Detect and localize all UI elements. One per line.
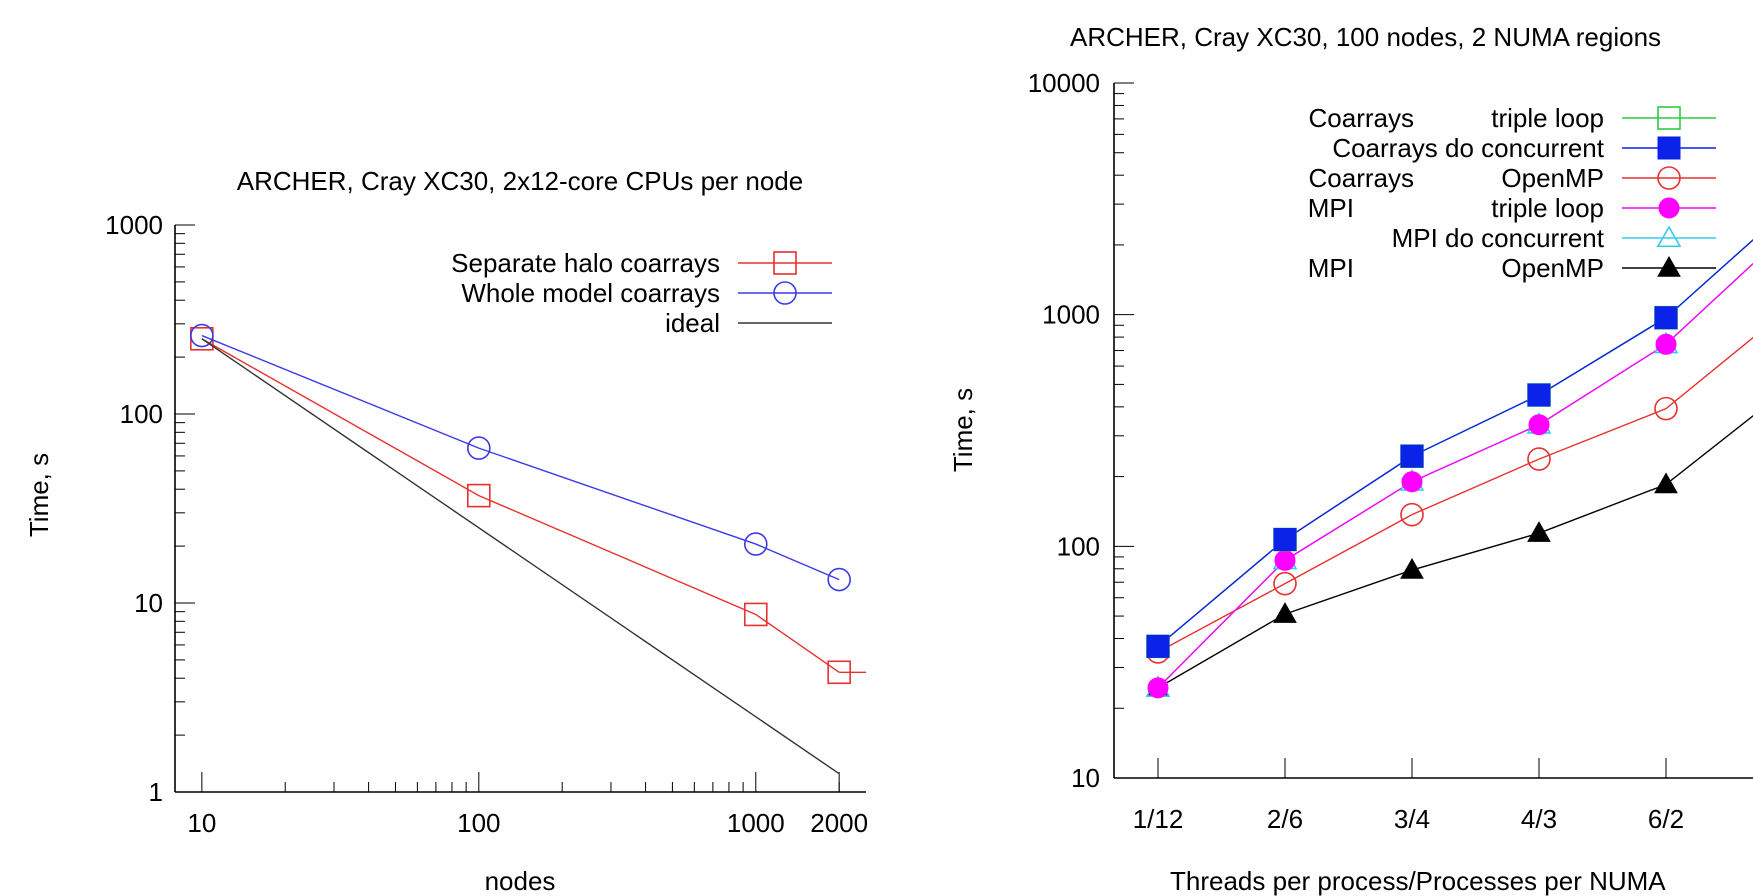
right-data-point <box>1654 472 1678 494</box>
right-legend-label: Coarrays do concurrent <box>1332 133 1604 163</box>
left-y-tick-label: 100 <box>120 399 163 429</box>
left-data-point <box>467 483 491 508</box>
right-series-line <box>1157 336 1753 653</box>
right-x-tick-label: 6/2 <box>1648 804 1684 834</box>
left-x-tick-label: 100 <box>457 808 500 838</box>
left-series-line <box>201 334 840 581</box>
left-data-point <box>743 602 768 627</box>
left-x-tick-label: 10 <box>187 808 216 838</box>
right-x-tick-label: 4/3 <box>1521 804 1557 834</box>
right-legend-label: Coarrays <box>1309 103 1414 133</box>
left-data-point <box>467 436 491 460</box>
left-x-tick-label: 2000 <box>810 808 868 838</box>
right-y-tick-label: 10 <box>1071 763 1100 793</box>
right-axes <box>1113 83 1753 779</box>
right-series <box>1145 238 1753 699</box>
right-legend-marker <box>1657 255 1681 277</box>
right-legend-label: MPI <box>1308 253 1354 283</box>
right-data-point <box>1400 444 1424 468</box>
right-ticks: 10 100 1000 10000 1/12 2/6 3/4 4/3 6/2 <box>1028 68 1684 834</box>
right-chart: ARCHER, Cray XC30, 100 nodes, 2 NUMA reg… <box>948 22 1753 896</box>
right-series-line <box>1157 238 1753 647</box>
right-data-point <box>1273 528 1297 552</box>
left-data-point <box>827 567 851 592</box>
right-x-tick-label: 3/4 <box>1394 804 1430 834</box>
right-y-axis-label: Time, s <box>948 388 978 472</box>
right-data-point <box>1654 306 1678 330</box>
right-data-point <box>1655 333 1677 355</box>
left-y-axis-label: Time, s <box>24 453 54 537</box>
right-legend-marker <box>1658 197 1680 219</box>
left-chart-title: ARCHER, Cray XC30, 2x12-core CPUs per no… <box>237 166 803 196</box>
right-data-point <box>1654 396 1678 421</box>
right-series-line <box>1157 415 1753 689</box>
left-series <box>190 323 866 775</box>
right-legend-label: triple loop <box>1491 193 1604 223</box>
left-legend-label: ideal <box>665 308 720 338</box>
left-ticks: 1 10 100 1000 10 100 1000 2000 <box>105 210 868 838</box>
right-data-point <box>1147 677 1169 699</box>
left-legend-label: Separate halo coarrays <box>451 248 720 278</box>
left-legend-marker <box>773 251 797 275</box>
left-y-tick-label: 10 <box>134 588 163 618</box>
right-chart-title: ARCHER, Cray XC30, 100 nodes, 2 NUMA reg… <box>1070 22 1661 52</box>
right-data-point <box>1528 414 1550 436</box>
left-legend-label: Whole model coarrays <box>461 278 720 308</box>
left-chart: ARCHER, Cray XC30, 2x12-core CPUs per no… <box>24 166 868 896</box>
right-legend-label: MPI <box>1308 193 1354 223</box>
right-legend-label: Coarrays <box>1309 163 1414 193</box>
left-series-line <box>201 338 840 775</box>
right-y-tick-label: 1000 <box>1042 300 1100 330</box>
right-data-point <box>1400 558 1424 579</box>
right-x-axis-label: Threads per process/Processes per NUMA <box>1170 866 1666 896</box>
right-legend-label: triple loop <box>1491 103 1604 133</box>
right-data-point <box>1401 471 1423 493</box>
right-legend-marker <box>1657 106 1681 130</box>
right-legend-marker <box>1657 166 1681 190</box>
right-data-point <box>1527 383 1551 407</box>
left-x-tick-label: 1000 <box>727 808 785 838</box>
right-y-tick-label: 100 <box>1057 531 1100 561</box>
right-data-point <box>1527 447 1551 471</box>
left-y-tick-label: 1000 <box>105 210 163 240</box>
left-data-point <box>743 532 768 556</box>
left-x-axis-label: nodes <box>485 866 556 896</box>
left-axes <box>174 225 866 793</box>
right-legend-label: OpenMP <box>1501 253 1604 283</box>
right-legend-marker <box>1657 136 1681 160</box>
left-legend-marker <box>773 281 797 305</box>
left-data-point <box>190 323 214 348</box>
right-y-tick-label: 10000 <box>1028 68 1100 98</box>
right-series-line <box>1157 262 1753 689</box>
right-legend-label: MPI do concurrent <box>1392 223 1605 253</box>
right-data-point <box>1273 602 1297 623</box>
right-data-point <box>1146 634 1170 658</box>
right-legend-label: OpenMP <box>1501 163 1604 193</box>
left-series-line <box>201 338 840 673</box>
right-legend-marker <box>1656 225 1682 248</box>
left-y-tick-label: 1 <box>149 777 163 807</box>
right-x-tick-label: 1/12 <box>1133 804 1184 834</box>
right-data-point <box>1273 571 1297 596</box>
right-x-tick-label: 2/6 <box>1267 804 1303 834</box>
right-data-point <box>1400 502 1424 527</box>
right-data-point <box>1274 549 1296 571</box>
right-data-point <box>1527 521 1551 542</box>
